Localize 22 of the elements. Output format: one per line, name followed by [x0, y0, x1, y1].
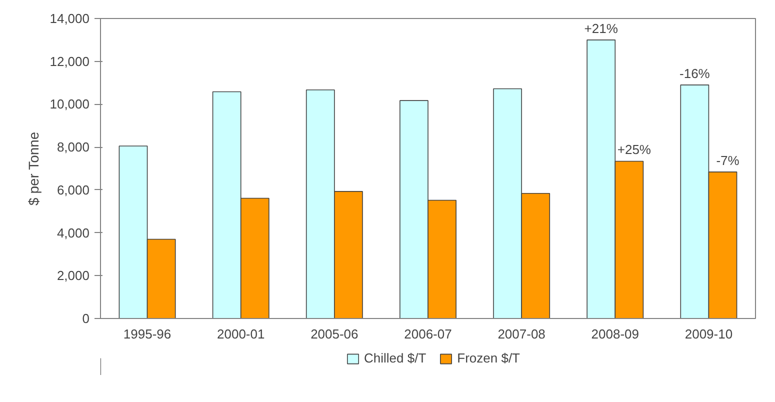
y-tick-label: 14,000 — [50, 11, 90, 26]
annotation: -16% — [680, 66, 710, 81]
y-tick-label: 4,000 — [56, 225, 90, 240]
y-tick-label: 12,000 — [50, 54, 90, 69]
y-tick-label: 10,000 — [50, 96, 90, 112]
x-tick-label: 2007-08 — [498, 326, 546, 342]
legend-label: Chilled $/T — [364, 350, 426, 366]
y-tick-label: 8,000 — [56, 140, 90, 155]
x-tick-label: 2008-09 — [591, 326, 640, 342]
x-tick-label: 2006-07 — [404, 326, 452, 342]
x-tick-label: 2009-10 — [684, 326, 733, 342]
x-tick-label: 2000-01 — [217, 326, 265, 342]
y-tick-label: 2,000 — [56, 268, 90, 284]
legend-label: Frozen $/T — [457, 350, 520, 366]
y-tick-label: 6,000 — [56, 182, 90, 198]
y-axis-title: $ per Tonne — [26, 132, 42, 206]
x-tick-label: 2005-06 — [310, 326, 358, 342]
annotation: -7% — [716, 152, 740, 168]
annotation: +25% — [617, 142, 652, 158]
annotation: +21% — [584, 20, 618, 36]
y-tick-label: 0 — [82, 311, 90, 326]
x-tick-label: 1995-96 — [123, 326, 172, 342]
